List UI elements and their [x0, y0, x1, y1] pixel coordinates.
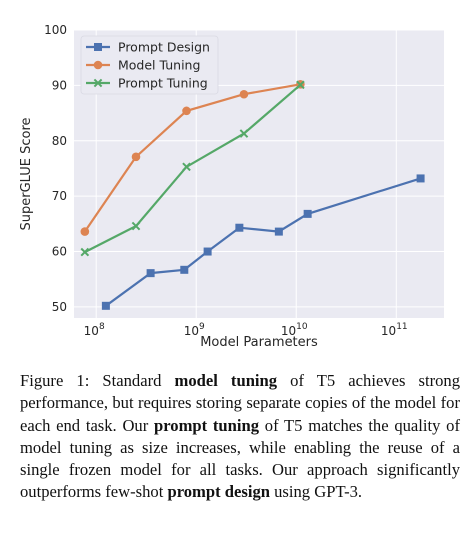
data-point-prompt-design: [274, 227, 283, 236]
data-point-prompt-tuning-stroke: [131, 221, 141, 231]
data-point-model-tuning: [182, 106, 191, 116]
data-point-model-tuning: [131, 152, 141, 162]
data-point-prompt-design: [180, 265, 189, 274]
legend-marker-prompt-design: [94, 43, 102, 51]
x-axis-ticks: 108 109 1010 1011: [84, 322, 408, 338]
data-point-prompt-tuning-stroke: [80, 247, 90, 257]
x-tick-label: 109: [184, 322, 205, 338]
x-tick-label: 1011: [381, 322, 408, 338]
series-layer: [80, 79, 425, 310]
legend: Prompt Design Model Tuning Prompt Tuning: [80, 35, 219, 95]
y-tick-label: 70: [52, 189, 67, 203]
y-tick-label: 90: [52, 78, 67, 92]
data-point-prompt-design: [146, 269, 155, 278]
series-prompt-tuning: [80, 80, 305, 257]
legend-box: [80, 35, 219, 95]
y-tick-label: 60: [52, 245, 67, 259]
caption-text-1: of T5 achieves strong performance, but r…: [20, 371, 461, 435]
data-point-prompt-tuning: [182, 162, 191, 172]
y-axis-label: SuperGLUE Score: [19, 117, 34, 230]
caption-bold-model-tuning: model tuning: [174, 371, 278, 390]
caption-bold-prompt-tuning: prompt tuning: [154, 415, 260, 435]
data-point-prompt-tuning-stroke: [239, 129, 249, 138]
legend-label-prompt-tuning: Prompt Tuning: [118, 76, 208, 91]
data-point-model-tuning: [239, 89, 249, 99]
data-point-prompt-design: [101, 301, 110, 310]
data-point-prompt-tuning: [131, 221, 141, 231]
data-point-prompt-design: [235, 223, 244, 232]
series-line-prompt-design: [105, 177, 421, 307]
legend-label-model-tuning: Model Tuning: [118, 58, 200, 73]
x-tick-label: 1010: [281, 322, 308, 338]
x-tick-label: 108: [84, 322, 105, 338]
caption-text-3: using GPT-3.: [269, 482, 363, 502]
data-point-prompt-tuning-stroke: [182, 162, 191, 172]
y-tick-label: 80: [52, 134, 67, 148]
legend-marker-model-tuning: [93, 60, 103, 70]
data-point-prompt-tuning-stroke: [296, 80, 305, 90]
y-axis-ticks: 50 60 70 80 90 100: [44, 23, 67, 314]
series-prompt-design: [101, 174, 425, 310]
legend-marker-prompt-tuning: [93, 78, 103, 88]
x-axis-label: Model Parameters: [200, 335, 318, 350]
data-point-prompt-design: [303, 209, 312, 218]
data-point-prompt-design: [203, 247, 212, 256]
legend-marker-prompt-tuning-stroke: [93, 78, 103, 88]
y-tick-label: 50: [52, 300, 67, 314]
figure-caption: Figure 1: Standard model tuning of T5 ac…: [20, 370, 460, 504]
y-tick-label: 100: [44, 23, 67, 37]
data-point-prompt-design: [416, 174, 425, 183]
data-point-prompt-tuning: [80, 247, 90, 257]
data-point-prompt-tuning: [296, 80, 305, 90]
caption-text-2: of T5 matches the quality of model tunin…: [20, 415, 460, 502]
line-chart: 50 60 70 80 90 100 108 109 1010 1011 Prompt Desi…: [19, 23, 444, 350]
caption-bold-prompt-design: prompt design: [167, 482, 270, 502]
caption-prefix: Figure 1: Standard: [20, 371, 175, 390]
data-point-prompt-tuning: [239, 129, 249, 138]
data-point-model-tuning: [80, 227, 90, 236]
legend-label-prompt-design: Prompt Design: [118, 40, 210, 55]
